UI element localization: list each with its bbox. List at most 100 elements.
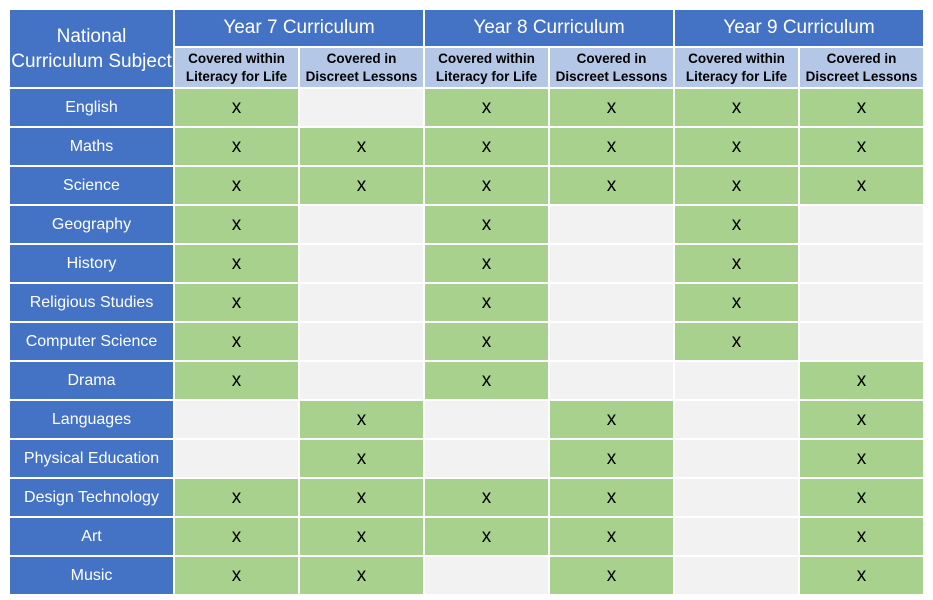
subject-column-header: National Curriculum Subject [8,8,175,89]
table-row: Religious Studies x x x [8,282,925,323]
subject-cell: History [8,243,175,284]
covered-mark: x [231,564,242,586]
covered-mark: x [856,525,867,547]
covered-mark: x [606,96,617,118]
covered-mark: x [481,486,492,508]
covered-mark: x [356,408,367,430]
table-row: Physical Education x x x [8,438,925,479]
covered-mark: x [731,291,742,313]
curriculum-table: National Curriculum Subject Year 7 Curri… [8,8,925,596]
year-7-discreet-cell [298,282,425,323]
covered-mark: x [856,135,867,157]
year-9-discreet-cell [798,321,925,362]
year-8-literacy-cell: x [423,204,550,245]
table-header: National Curriculum Subject Year 7 Curri… [8,8,925,89]
year-7-literacy-cell: x [173,555,300,596]
covered-mark: x [481,174,492,196]
year-8-discreet-cell: x [548,516,675,557]
year-7-discreet-cell [298,87,425,128]
year-9-literacy-cell: x [673,165,800,206]
year-8-discreet-cell [548,360,675,401]
covered-mark: x [481,213,492,235]
covered-mark: x [356,135,367,157]
year-9-literacy-cell: x [673,126,800,167]
subject-cell: English [8,87,175,128]
table-row: Geography x x x [8,204,925,245]
covered-mark: x [231,525,242,547]
year-8-discreet-cell [548,243,675,284]
subject-cell: Computer Science [8,321,175,362]
covered-mark: x [856,369,867,391]
year-9-literacy-cell [673,399,800,440]
year-7-literacy-cell: x [173,204,300,245]
year-7-literacy-cell: x [173,243,300,284]
year-9-discreet-cell: x [798,126,925,167]
year-7-literacy-cell: x [173,477,300,518]
year-7-discreet-cell: x [298,438,425,479]
covered-mark: x [606,525,617,547]
table-row: Computer Science x x x [8,321,925,362]
year-7-discreet-cell: x [298,477,425,518]
year-8-literacy-cell: x [423,165,550,206]
year-8-discreet-cell: x [548,87,675,128]
year-9-discreet-cell: x [798,399,925,440]
covered-mark: x [231,291,242,313]
year-9-discreet-cell: x [798,555,925,596]
subject-cell: Science [8,165,175,206]
curriculum-table-container: National Curriculum Subject Year 7 Curri… [8,8,925,596]
year-9-discreet-header: Covered in Discreet Lessons [798,46,925,89]
year-8-discreet-cell: x [548,438,675,479]
year-8-discreet-cell: x [548,126,675,167]
year-9-literacy-cell [673,516,800,557]
subject-cell: Design Technology [8,477,175,518]
year-8-literacy-cell [423,555,550,596]
year-9-header: Year 9 Curriculum [673,8,925,48]
year-7-literacy-cell [173,399,300,440]
covered-mark: x [481,135,492,157]
year-9-discreet-cell [798,204,925,245]
covered-mark: x [856,447,867,469]
year-8-literacy-cell [423,399,550,440]
covered-mark: x [606,135,617,157]
covered-mark: x [231,213,242,235]
year-8-literacy-cell: x [423,321,550,362]
year-9-literacy-cell [673,477,800,518]
header-row-subcolumns: Covered within Literacy for Life Covered… [9,46,925,89]
year-7-literacy-cell [173,438,300,479]
year-8-discreet-header: Covered in Discreet Lessons [548,46,675,89]
year-9-literacy-cell [673,360,800,401]
covered-mark: x [606,174,617,196]
year-9-discreet-cell: x [798,438,925,479]
table-row: Art x x x x x [8,516,925,557]
covered-mark: x [731,213,742,235]
subject-cell: Maths [8,126,175,167]
table-body: English x x x x x Maths x x x x x x Science x x x x x x Geog… [8,87,925,596]
year-7-literacy-cell: x [173,87,300,128]
year-7-discreet-cell: x [298,399,425,440]
covered-mark: x [856,96,867,118]
covered-mark: x [731,252,742,274]
covered-mark: x [856,174,867,196]
covered-mark: x [481,291,492,313]
year-9-discreet-cell: x [798,516,925,557]
covered-mark: x [356,447,367,469]
covered-mark: x [606,447,617,469]
covered-mark: x [856,408,867,430]
year-9-literacy-cell [673,555,800,596]
year-7-discreet-cell: x [298,555,425,596]
year-7-discreet-cell [298,360,425,401]
subject-cell: Languages [8,399,175,440]
year-7-literacy-cell: x [173,165,300,206]
year-9-literacy-cell: x [673,243,800,284]
covered-mark: x [481,96,492,118]
covered-mark: x [731,96,742,118]
subject-cell: Art [8,516,175,557]
year-9-discreet-cell: x [798,165,925,206]
covered-mark: x [481,252,492,274]
year-7-discreet-cell [298,204,425,245]
year-8-discreet-cell: x [548,555,675,596]
year-8-literacy-cell: x [423,87,550,128]
covered-mark: x [231,369,242,391]
covered-mark: x [356,486,367,508]
header-row-years: National Curriculum Subject Year 7 Curri… [8,8,925,89]
